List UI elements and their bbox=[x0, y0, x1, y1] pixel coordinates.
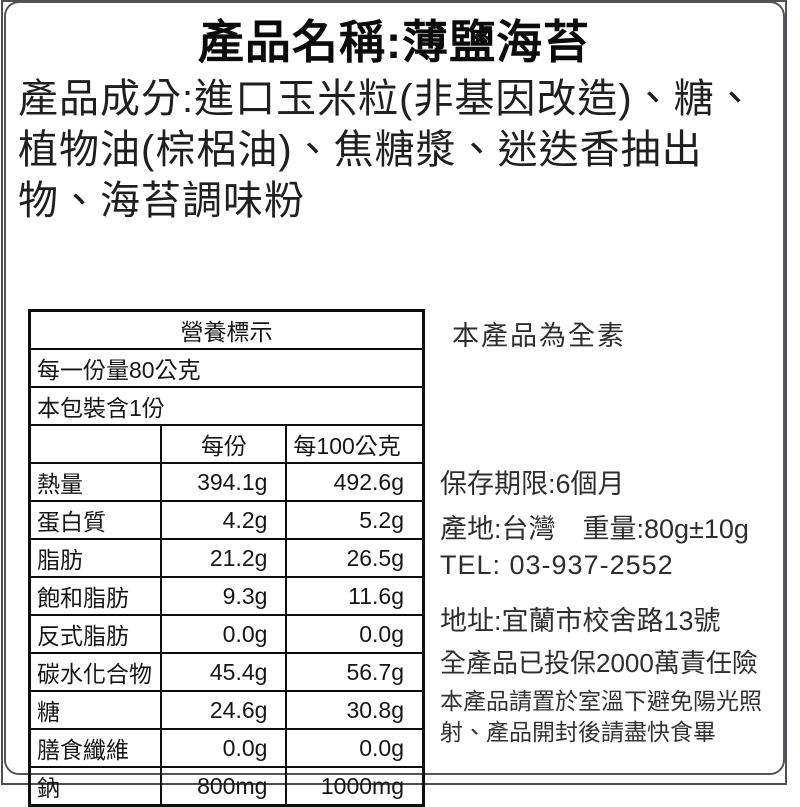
table-row-fat: 脂肪 21.2g 26.5g bbox=[28, 538, 425, 578]
row-label: 反式脂肪 bbox=[28, 614, 163, 654]
row-per-serving: 800mg bbox=[160, 766, 288, 807]
address-text: 地址:宜蘭市校舍路13號 bbox=[440, 606, 721, 636]
row-per-100g: 1000mg bbox=[285, 766, 425, 807]
row-per-100g: 56.7g bbox=[285, 652, 425, 692]
row-per-serving: 9.3g bbox=[160, 576, 288, 616]
row-per-100g: 0.0g bbox=[285, 728, 425, 768]
ingredients-text: 產品成分:進口玉米粒(非基因改造)、糖、植物油(棕梠油)、焦糖漿、迷迭香抽出物、… bbox=[18, 77, 756, 223]
row-label: 鈉 bbox=[28, 766, 163, 807]
row-per-serving: 4.2g bbox=[160, 500, 288, 540]
row-label: 飽和脂肪 bbox=[28, 576, 163, 616]
table-row-column-headers: 每份 每100公克 bbox=[28, 424, 425, 464]
col-header-per-100g: 每100公克 bbox=[285, 424, 425, 464]
row-per-serving: 24.6g bbox=[160, 690, 288, 730]
telephone-text: TEL: 03-937-2552 bbox=[440, 550, 674, 580]
table-row-dietary-fiber: 膳食纖維 0.0g 0.0g bbox=[28, 728, 425, 768]
vegan-statement: 本產品為全素 bbox=[452, 321, 626, 351]
table-row-calories: 熱量 394.1g 492.6g bbox=[28, 462, 425, 502]
row-per-100g: 11.6g bbox=[285, 576, 425, 616]
row-label: 膳食纖維 bbox=[28, 728, 163, 768]
col-header-per-serving: 每份 bbox=[160, 424, 288, 464]
table-row-protein: 蛋白質 4.2g 5.2g bbox=[28, 500, 425, 540]
row-label: 蛋白質 bbox=[28, 500, 163, 540]
table-row-trans-fat: 反式脂肪 0.0g 0.0g bbox=[28, 614, 425, 654]
row-per-100g: 492.6g bbox=[285, 462, 425, 502]
table-row-header: 營養標示 bbox=[28, 309, 425, 350]
insurance-text: 全產品已投保2000萬責任險 bbox=[440, 648, 758, 678]
product-name-title: 產品名稱:薄鹽海苔 bbox=[197, 16, 591, 68]
row-label: 脂肪 bbox=[28, 538, 163, 578]
row-per-100g: 5.2g bbox=[285, 500, 425, 540]
row-label: 碳水化合物 bbox=[28, 652, 163, 692]
empty-cell bbox=[28, 424, 163, 464]
serving-size: 每一份量80公克 bbox=[28, 348, 425, 388]
nutrition-header: 營養標示 bbox=[28, 309, 425, 350]
table-row-saturated-fat: 飽和脂肪 9.3g 11.6g bbox=[28, 576, 425, 616]
table-row-serving-size: 每一份量80公克 bbox=[28, 348, 425, 388]
row-per-serving: 45.4g bbox=[160, 652, 288, 692]
row-label: 糖 bbox=[28, 690, 163, 730]
table-row-sodium: 鈉 800mg 1000mg bbox=[28, 766, 425, 807]
shelf-life-text: 保存期限:6個月 bbox=[440, 469, 625, 499]
nutrition-facts-table: 營養標示 每一份量80公克 本包裝含1份 每份 每100公克 熱量 394.1g… bbox=[28, 309, 425, 807]
row-per-100g: 26.5g bbox=[285, 538, 425, 578]
row-per-serving: 21.2g bbox=[160, 538, 288, 578]
row-label: 熱量 bbox=[28, 462, 163, 502]
row-per-serving: 0.0g bbox=[160, 614, 288, 654]
table-row-carbohydrate: 碳水化合物 45.4g 56.7g bbox=[28, 652, 425, 692]
row-per-100g: 0.0g bbox=[285, 614, 425, 654]
row-per-serving: 394.1g bbox=[160, 462, 288, 502]
row-per-serving: 0.0g bbox=[160, 728, 288, 768]
servings-per-package: 本包裝含1份 bbox=[28, 386, 425, 426]
row-per-100g: 30.8g bbox=[285, 690, 425, 730]
table-row-servings-per-package: 本包裝含1份 bbox=[28, 386, 425, 426]
storage-note-text: 本產品請置於室溫下避免陽光照射、產品開封後請盡快食畢 bbox=[440, 688, 762, 745]
table-row-sugar: 糖 24.6g 30.8g bbox=[28, 690, 425, 730]
origin-weight-text: 產地:台灣 重量:80g±10g bbox=[440, 514, 749, 544]
